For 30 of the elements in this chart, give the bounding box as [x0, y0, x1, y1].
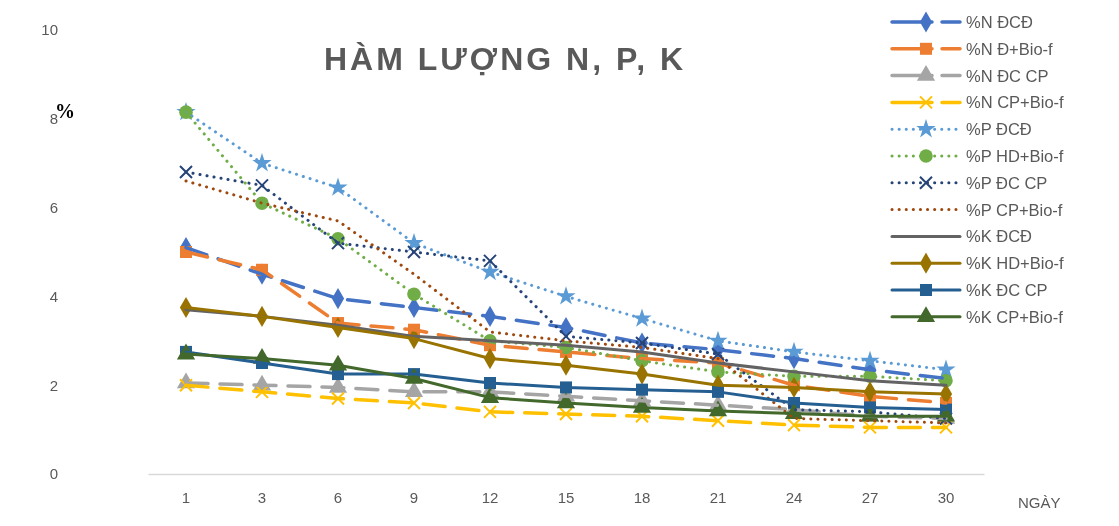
legend-label: %N Đ+Bio-f — [966, 39, 1054, 58]
y-tick-label: 10 — [41, 21, 58, 39]
x-axis-title: NGÀY — [1018, 494, 1061, 511]
y-tick-label: 0 — [49, 465, 58, 483]
legend-label: %N ĐCĐ — [966, 13, 1033, 31]
legend-label: %K CP+Bio-f — [966, 307, 1064, 326]
x-tick-label: 1 — [181, 488, 191, 506]
x-tick-label: 30 — [937, 488, 955, 506]
x-tick-label: 18 — [633, 488, 651, 506]
y-tick-label: 2 — [49, 376, 58, 394]
legend-label: %N ĐC CP — [966, 66, 1049, 85]
x-tick-label: 15 — [557, 488, 575, 506]
legend-label: %K ĐC CP — [966, 281, 1048, 299]
x-tick-label: 6 — [333, 488, 343, 506]
x-tick-label: 3 — [257, 488, 267, 506]
y-tick-label: 6 — [49, 198, 58, 216]
chart-title: HÀM LƯỢNG N, P, K — [323, 41, 687, 77]
legend-label: %P ĐC CP — [966, 173, 1048, 192]
x-tick-label: 27 — [861, 488, 879, 506]
legend-label: %K ĐCĐ — [966, 227, 1033, 246]
x-tick-label: 21 — [709, 488, 727, 506]
legend-label: %P HD+Bio-f — [966, 147, 1064, 165]
legend-label: %K HD+Bio-f — [966, 254, 1065, 273]
x-tick-label: 12 — [481, 488, 499, 506]
legend-label: %N CP+Bio-f — [966, 93, 1065, 112]
y-tick-label: 4 — [49, 287, 58, 305]
x-tick-label: 9 — [409, 488, 419, 506]
legend-label: %P CP+Bio-f — [966, 200, 1063, 219]
legend-label: %P ĐCĐ — [966, 120, 1032, 139]
x-tick-label: 24 — [785, 488, 803, 506]
